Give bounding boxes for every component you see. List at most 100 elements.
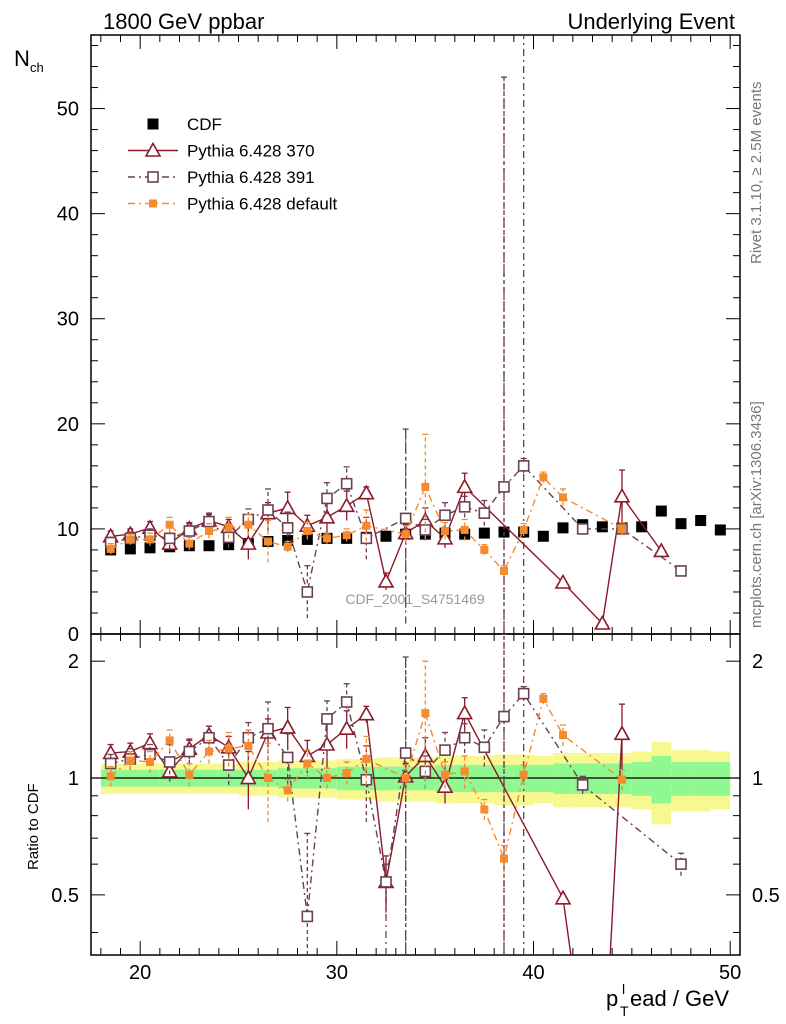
ratio-point xyxy=(262,722,274,735)
ratio-point xyxy=(357,705,375,721)
main-point xyxy=(675,518,687,530)
main-point xyxy=(401,530,410,539)
ratio-point xyxy=(141,734,159,750)
main-point xyxy=(264,537,272,546)
ratio-point xyxy=(618,775,626,784)
x-axis-label-rest: ead / GeV xyxy=(630,986,729,1011)
main-point xyxy=(655,505,667,517)
main-point xyxy=(421,482,430,491)
main-point xyxy=(559,493,567,502)
ratio-point xyxy=(126,756,135,765)
main-point xyxy=(163,532,176,545)
main-point xyxy=(301,586,314,598)
main-point xyxy=(244,520,253,529)
ratio-point xyxy=(559,731,567,740)
legend-entry: Pythia 6.428 default xyxy=(128,195,338,214)
ratio-point xyxy=(421,709,430,718)
main-point xyxy=(613,487,631,503)
ratio-point xyxy=(318,735,336,751)
ratio-point xyxy=(401,774,410,783)
main-point xyxy=(357,484,375,500)
main-point xyxy=(537,530,549,542)
main-point xyxy=(338,497,356,513)
main-point xyxy=(519,525,528,534)
main-point xyxy=(439,509,451,522)
main-ylabel: N xyxy=(14,46,30,71)
ratio-point xyxy=(480,805,489,814)
main-point xyxy=(636,521,648,533)
ratio-point xyxy=(416,747,434,763)
main-point xyxy=(318,508,336,524)
main-point xyxy=(441,527,449,536)
ratio-ytick-label: 0.5 xyxy=(51,885,79,907)
ratio-point xyxy=(498,710,510,723)
ratio-point xyxy=(439,744,451,756)
ratio-point xyxy=(239,769,257,785)
ratio-ytick-label: 2 xyxy=(68,651,79,673)
main-point xyxy=(399,512,412,525)
main-point xyxy=(500,566,508,575)
ratio-point xyxy=(106,772,115,781)
band-green xyxy=(690,761,711,796)
main-point xyxy=(458,501,471,513)
band-green xyxy=(651,755,672,804)
main-point xyxy=(340,477,353,490)
main-point xyxy=(323,534,331,543)
header-right: Underlying Event xyxy=(567,9,735,34)
main-point xyxy=(456,478,474,494)
main-panel: 0 10 20 30 40 50 N ch CDF_2001_S4751469 CDF Pythia… xyxy=(14,34,741,646)
main-point xyxy=(478,507,491,519)
ratio-point xyxy=(458,731,471,744)
ratio-point xyxy=(539,694,548,703)
ratio-point xyxy=(224,744,233,753)
main-point xyxy=(380,530,392,542)
ratio-point xyxy=(456,704,474,720)
ratio-ytick-label-right: 0.5 xyxy=(752,885,780,907)
legend-entry: CDF xyxy=(147,115,222,134)
main-point xyxy=(557,522,569,534)
main-point xyxy=(618,524,626,533)
ratio-point xyxy=(340,696,353,708)
legend-marker xyxy=(147,118,159,130)
main-point xyxy=(203,515,215,528)
ratio-point xyxy=(478,741,491,754)
main-point xyxy=(342,531,351,540)
main-point xyxy=(239,534,257,550)
ratio-point xyxy=(283,786,292,795)
main-point xyxy=(478,527,490,539)
ratio-point xyxy=(163,756,176,768)
main-point xyxy=(203,540,215,552)
main-point xyxy=(675,565,687,577)
ratio-point xyxy=(244,741,253,750)
ratio-point xyxy=(460,767,469,776)
ratio-point xyxy=(500,854,508,863)
ratio-point xyxy=(380,876,392,888)
main-point xyxy=(106,544,115,553)
ratio-point xyxy=(675,858,687,870)
legend-marker xyxy=(149,199,157,208)
ratio-point xyxy=(104,757,117,770)
ratio-point xyxy=(362,754,371,763)
ratio-series-pythia-6-428-default xyxy=(106,660,626,873)
ratio-panel: 0.5 0.5 1 1 2 2 20 30 40 50 Ratio to CDF p Tl ead / G… xyxy=(25,633,780,1019)
ratio-point xyxy=(264,774,272,783)
main-point xyxy=(144,542,156,554)
main-point xyxy=(281,522,294,534)
main-point xyxy=(498,481,510,493)
main-ytick-label: 0 xyxy=(68,624,79,646)
main-point xyxy=(362,521,371,530)
ratio-ytick-label-right: 2 xyxy=(752,651,763,673)
main-point xyxy=(224,523,233,532)
main-series-cdf xyxy=(105,505,726,556)
main-point xyxy=(596,521,608,533)
ratio-point xyxy=(281,751,294,764)
band-green xyxy=(553,763,573,794)
main-ytick-label: 40 xyxy=(57,204,79,226)
x-axis-label: p xyxy=(606,986,618,1011)
ratio-point xyxy=(519,770,528,779)
main-ytick-label: 10 xyxy=(57,519,79,541)
main-ytick-label: 20 xyxy=(57,414,79,436)
main-point xyxy=(695,515,707,527)
side-label-mcplots: mcplots.cern.ch [arXiv:1306.3436] xyxy=(748,401,765,628)
x-tick-label: 50 xyxy=(719,962,741,984)
